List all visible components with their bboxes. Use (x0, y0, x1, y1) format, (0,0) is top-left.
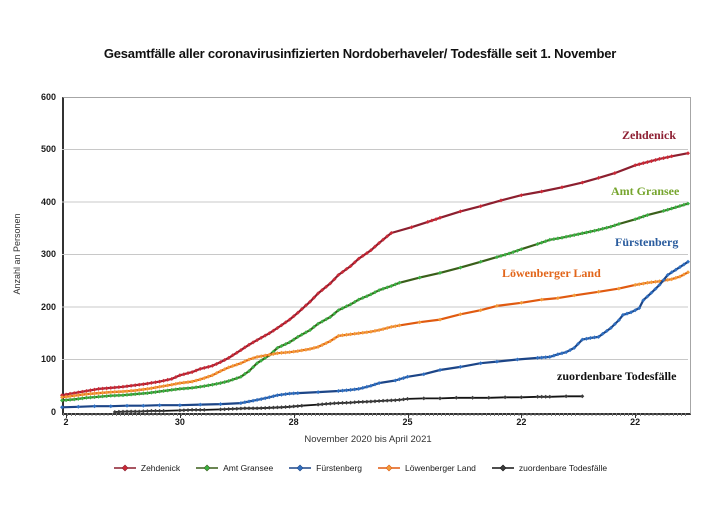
legend-item-zehdenick: Zehdenick (113, 463, 180, 473)
legend-item-amt-gransee: Amt Gransee (195, 463, 273, 473)
legend-marker-icon (491, 464, 514, 472)
y-tick-label-600: 600 (40, 91, 56, 102)
x-major-tick-4 (521, 413, 523, 418)
legend-label: Zehdenick (140, 463, 181, 473)
series-markers-zuordenbare-todesf-lle (112, 394, 585, 414)
legend-item-l-wenberger-land: Löwenberger Land (377, 463, 476, 473)
x-axis-title: November 2020 bis April 2021 (304, 434, 432, 445)
x-major-tick-5 (635, 413, 637, 418)
y-tick-label-300: 300 (40, 249, 56, 259)
chart-title: Gesamtfälle aller coronavirusinfizierten… (103, 46, 617, 61)
series-label-amt-gransee: Amt Gransee (611, 184, 680, 198)
series-label-zehdenick: Zehdenick (622, 128, 677, 142)
legend-label: zuordenbare Todesfälle (518, 463, 608, 473)
x-tick-label-5: 22 (630, 417, 641, 427)
legend-diamond (203, 464, 211, 472)
series-label-zuordenbare-todesf-lle: zuordenbare Todesfälle (557, 369, 677, 383)
x-major-tick-0 (66, 413, 68, 418)
x-major-tick-1 (179, 413, 181, 418)
y-tick-label-100: 100 (40, 354, 56, 364)
legend-diamond (121, 464, 129, 472)
legend-diamond (499, 464, 507, 472)
x-major-tick-2 (293, 413, 295, 418)
series-marker-path-zuordenbare-todesf-lle (112, 394, 585, 414)
legend-marker-icon (378, 464, 401, 472)
series-label-l-wenberger-land: Löwenberger Land (502, 266, 601, 280)
x-tick-label-3: 25 (402, 417, 413, 427)
y-tick-label-0: 0 (50, 406, 56, 417)
x-tick-label-1: 30 (174, 417, 185, 427)
legend-label: Fürstenberg (316, 463, 363, 473)
y-tick-label-400: 400 (40, 196, 56, 207)
x-axis-minor-ticks (63, 413, 689, 416)
x-tick-label-2: 28 (288, 417, 299, 427)
x-tick-label-4: 22 (516, 417, 527, 427)
y-tick-label-500: 500 (40, 144, 56, 154)
x-tick-label-0: 2 (63, 417, 69, 427)
series-line-l-wenberger-land (61, 271, 689, 399)
legend-item-f-rstenberg: Fürstenberg (288, 463, 362, 473)
legend-marker-icon (196, 464, 219, 472)
y-axis-title: Anzahl an Personen (12, 213, 22, 295)
legend-marker-icon (113, 464, 136, 472)
legend-marker-icon (289, 464, 312, 472)
x-major-tick-3 (407, 413, 409, 418)
series-label-f-rstenberg: Fürstenberg (615, 235, 679, 249)
legend-item-zuordenbare-todesf-lle: zuordenbare Todesfälle (491, 463, 607, 473)
legend-diamond (296, 464, 304, 472)
legend-label: Löwenberger Land (405, 463, 476, 473)
chart-legend: Zehdenick Amt Gransee Fürstenberg Löwenberg… (0, 463, 720, 473)
legend-diamond (385, 464, 393, 472)
plot-svg (60, 149, 690, 414)
y-tick-label-200: 200 (40, 301, 56, 312)
legend-label: Amt Gransee (223, 463, 274, 473)
